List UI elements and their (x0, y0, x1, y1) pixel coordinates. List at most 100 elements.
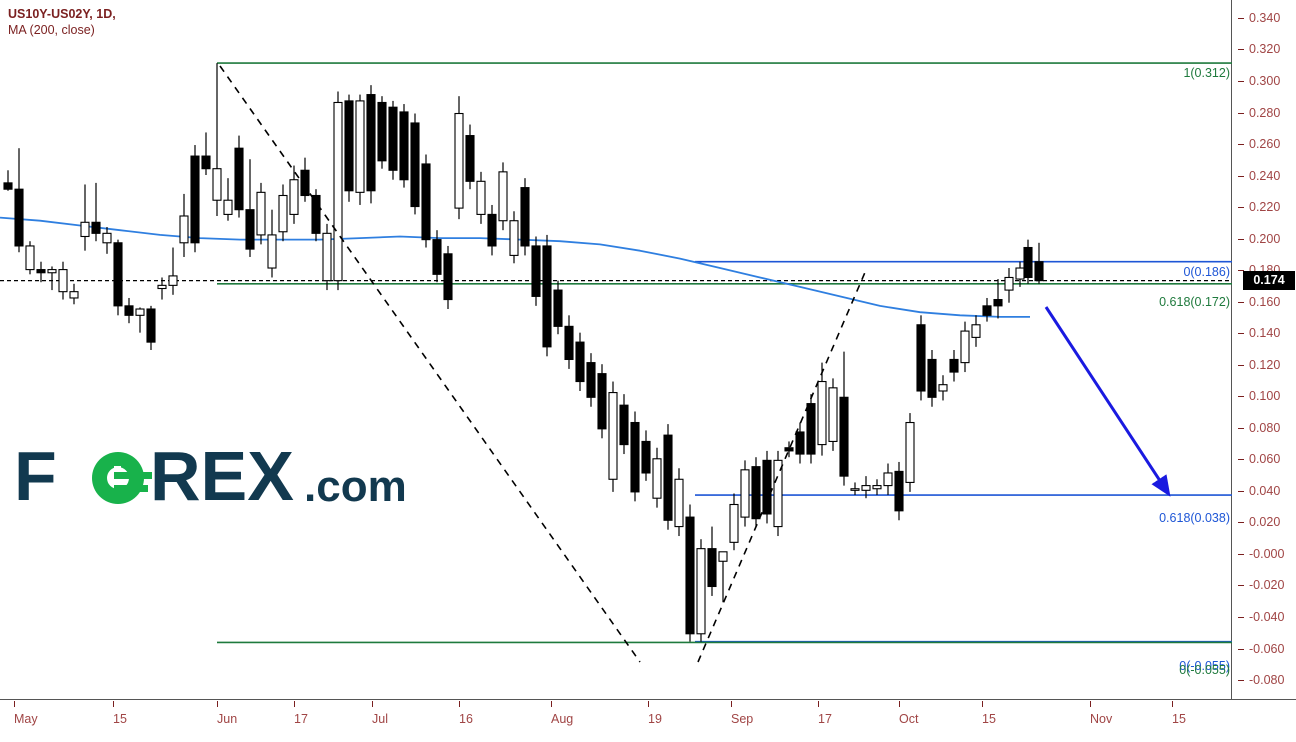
candle[interactable] (80, 184, 90, 251)
candle[interactable] (729, 493, 739, 551)
ma-200-line[interactable] (0, 216, 1030, 318)
candle[interactable] (69, 283, 79, 305)
candle[interactable] (36, 261, 46, 283)
candle[interactable] (839, 351, 849, 486)
candle[interactable] (630, 411, 640, 502)
candle[interactable] (960, 321, 970, 373)
candle[interactable] (707, 526, 717, 596)
candle[interactable] (322, 223, 332, 291)
candle[interactable] (102, 227, 112, 254)
candle[interactable] (190, 145, 200, 253)
candle[interactable] (817, 362, 827, 456)
candle[interactable] (168, 247, 178, 295)
candle[interactable] (454, 96, 464, 220)
candle[interactable] (135, 307, 145, 333)
candle[interactable] (993, 279, 1003, 319)
candle[interactable] (586, 353, 596, 407)
candle[interactable] (58, 261, 68, 300)
candle[interactable] (344, 94, 354, 202)
candle[interactable] (256, 182, 266, 245)
candle-body-down (751, 466, 761, 520)
candle[interactable] (652, 447, 662, 508)
candle[interactable] (905, 413, 915, 492)
candle[interactable] (773, 450, 783, 537)
candle[interactable] (234, 135, 244, 218)
candle[interactable] (938, 375, 948, 401)
candle[interactable] (542, 234, 552, 357)
candle[interactable] (751, 457, 761, 527)
candle[interactable] (894, 461, 904, 521)
candle[interactable] (14, 148, 24, 253)
candle[interactable] (982, 297, 992, 322)
candle[interactable] (971, 315, 981, 347)
candle[interactable] (850, 482, 860, 496)
candle[interactable] (245, 159, 255, 257)
candle[interactable] (872, 479, 882, 496)
candle[interactable] (828, 378, 838, 451)
candle[interactable] (564, 315, 574, 369)
candle[interactable] (212, 63, 222, 216)
candle[interactable] (784, 441, 794, 458)
candle[interactable] (718, 551, 728, 603)
candle[interactable] (267, 209, 277, 278)
candle[interactable] (3, 170, 13, 191)
candle[interactable] (355, 94, 365, 205)
candle[interactable] (47, 266, 57, 291)
candle[interactable] (619, 394, 629, 455)
candle[interactable] (476, 171, 486, 224)
candle[interactable] (861, 476, 871, 499)
candle[interactable] (300, 157, 310, 202)
candle[interactable] (289, 165, 299, 224)
candle[interactable] (762, 450, 772, 524)
candle[interactable] (410, 113, 420, 215)
candle[interactable] (113, 239, 123, 316)
candle[interactable] (223, 178, 233, 221)
candle[interactable] (663, 424, 673, 530)
candle[interactable] (179, 193, 189, 257)
candle[interactable] (883, 463, 893, 496)
candle[interactable] (157, 277, 167, 300)
candle[interactable] (674, 468, 684, 537)
candle[interactable] (1034, 242, 1044, 284)
uptrend-line[interactable] (697, 269, 867, 663)
candle[interactable] (531, 236, 541, 306)
candle[interactable] (927, 350, 937, 407)
candle[interactable] (1004, 268, 1014, 303)
candle[interactable] (509, 211, 519, 264)
candle[interactable] (91, 182, 101, 242)
candle[interactable] (124, 297, 134, 324)
candle[interactable] (465, 124, 475, 190)
candle[interactable] (740, 460, 750, 527)
candle[interactable] (916, 315, 926, 401)
candle[interactable] (641, 430, 651, 481)
candle[interactable] (377, 96, 387, 169)
candle[interactable] (366, 85, 376, 204)
candle[interactable] (575, 332, 585, 391)
downtrend-line[interactable] (219, 65, 641, 663)
bearish-projection-arrow[interactable] (1044, 306, 1171, 497)
candle[interactable] (25, 241, 35, 275)
candle[interactable] (696, 539, 706, 642)
price-axis[interactable] (1232, 0, 1296, 700)
candle[interactable] (399, 104, 409, 188)
candle[interactable] (278, 184, 288, 242)
candle[interactable] (685, 504, 695, 642)
candle[interactable] (597, 364, 607, 439)
candle[interactable] (487, 204, 497, 256)
candle[interactable] (553, 280, 563, 335)
candle[interactable] (1023, 239, 1033, 284)
candle[interactable] (806, 394, 816, 464)
candle[interactable] (311, 189, 321, 242)
candle[interactable] (443, 245, 453, 310)
candle[interactable] (949, 350, 959, 382)
candle[interactable] (795, 422, 805, 464)
candle[interactable] (608, 381, 618, 492)
candle[interactable] (520, 178, 530, 256)
candle[interactable] (201, 132, 211, 175)
candle[interactable] (333, 91, 343, 291)
candle[interactable] (432, 230, 442, 283)
candle[interactable] (388, 100, 398, 180)
candle[interactable] (421, 154, 431, 248)
candle[interactable] (146, 305, 156, 350)
candle[interactable] (498, 162, 508, 231)
